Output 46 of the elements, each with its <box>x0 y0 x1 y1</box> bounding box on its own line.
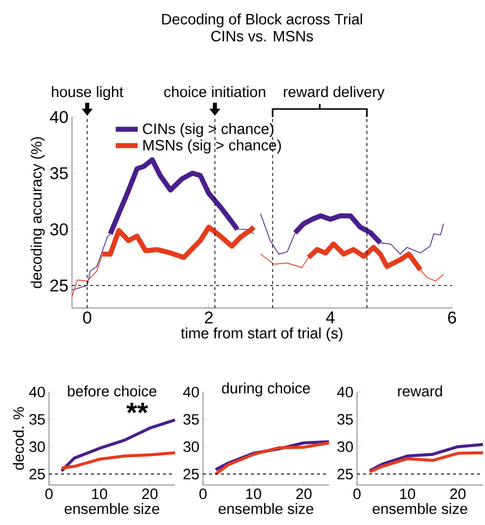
y-axis-title: decod. % <box>12 407 24 470</box>
y-tick-label: 25 <box>338 468 353 480</box>
legend-label: CINs (sig > chance) <box>142 123 274 138</box>
x-axis-title: ensemble size <box>372 503 468 514</box>
y-tick-label: 35 <box>29 414 45 425</box>
legend-label: MSNs (sig > chance) <box>143 139 281 154</box>
chart-title: reward <box>398 385 442 396</box>
chart-subtitle: CINs vs. MSNs <box>211 30 313 42</box>
x-axis-title: ensemble size <box>64 503 160 514</box>
chart-title: before choice <box>68 385 156 396</box>
ref-line-label: house light <box>52 86 124 100</box>
x-tick-label: 0 <box>199 488 207 500</box>
x-tick-label: 10 <box>92 488 108 500</box>
y-tick-label: 30 <box>50 223 68 236</box>
y-tick-label: 30 <box>183 441 199 452</box>
y-tick-label: 30 <box>337 441 353 452</box>
x-tick-label: 20 <box>450 488 466 500</box>
x-tick-label: 0 <box>45 488 53 500</box>
chart-title: Decoding of Block across Trial <box>162 13 362 28</box>
x-tick-label: 2 <box>204 312 213 324</box>
y-tick-label: 40 <box>337 386 353 398</box>
x-tick-label: 4 <box>326 312 335 324</box>
y-tick-label: 40 <box>183 386 199 398</box>
y-tick-label: 40 <box>50 110 68 124</box>
y-tick-label: 25 <box>50 280 68 292</box>
y-tick-label: 40 <box>29 386 45 398</box>
x-tick-label: 10 <box>246 488 262 500</box>
x-tick-label: 0 <box>83 312 92 324</box>
x-tick-label: 20 <box>142 488 158 500</box>
text: reward delivery <box>284 86 385 100</box>
y-tick-label: 35 <box>337 414 353 425</box>
y-tick-label: 35 <box>183 414 199 425</box>
y-tick-label: 25 <box>184 468 199 480</box>
x-tick-label: 10 <box>400 488 416 500</box>
x-axis-title: time from start of trial (s) <box>180 327 342 342</box>
x-tick-label: 6 <box>448 312 456 324</box>
x-axis-title: ensemble size <box>218 503 314 514</box>
y-axis-title: decoding accuracy (%) <box>30 137 45 288</box>
x-tick-label: 20 <box>296 488 312 500</box>
chart-title: during choice <box>222 382 310 396</box>
y-tick-label: 25 <box>30 468 45 480</box>
annotation: ** <box>126 402 148 414</box>
x-tick-label: 0 <box>353 488 361 500</box>
y-tick-label: 30 <box>29 441 45 452</box>
y-tick-label: 35 <box>50 167 68 180</box>
ref-line-label: choice initiation <box>164 86 266 98</box>
